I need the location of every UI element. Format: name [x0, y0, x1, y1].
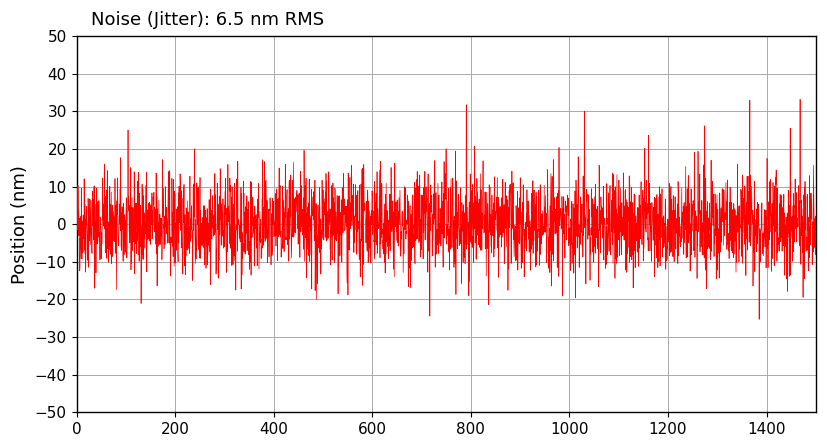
Y-axis label: Position (nm): Position (nm) — [11, 165, 29, 284]
Text: Noise (Jitter): 6.5 nm RMS: Noise (Jitter): 6.5 nm RMS — [91, 11, 324, 29]
